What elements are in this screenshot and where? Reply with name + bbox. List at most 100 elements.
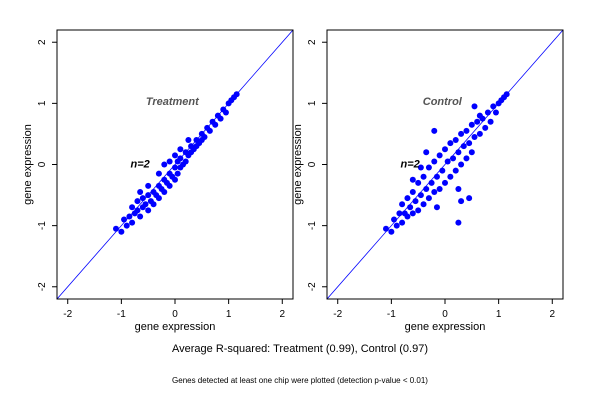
data-point — [476, 130, 483, 137]
data-point — [409, 189, 416, 196]
x-tick-label: 2 — [549, 309, 555, 320]
panel-label: Treatment — [146, 96, 200, 108]
data-point — [113, 225, 119, 232]
data-point — [233, 91, 240, 98]
x-tick-label: 2 — [279, 309, 285, 320]
data-point — [139, 195, 146, 202]
data-point — [468, 121, 475, 128]
data-point — [463, 127, 470, 134]
data-point — [450, 155, 457, 162]
data-point — [487, 118, 494, 125]
data-point — [177, 146, 184, 153]
data-point — [222, 109, 229, 116]
data-point — [185, 137, 192, 144]
data-point — [471, 103, 478, 110]
data-point — [482, 124, 489, 131]
data-point — [155, 195, 162, 202]
caption-footnote: Genes detected at least one chip were pl… — [172, 376, 428, 385]
data-point — [458, 130, 465, 137]
x-tick-label: 0 — [172, 309, 178, 320]
data-point — [182, 158, 189, 165]
data-point — [474, 118, 481, 125]
data-point — [455, 149, 462, 156]
y-tick-label: -2 — [307, 282, 318, 291]
data-point — [423, 185, 430, 192]
panel-label: Control — [423, 96, 463, 108]
data-point — [458, 161, 465, 168]
data-point — [121, 216, 128, 223]
data-point — [166, 182, 173, 189]
data-point — [172, 152, 178, 159]
data-point — [123, 222, 130, 229]
data-point — [174, 170, 181, 177]
data-point — [129, 204, 136, 211]
data-point — [444, 158, 451, 165]
data-point — [433, 204, 440, 211]
data-point — [172, 164, 178, 171]
data-point — [118, 228, 125, 235]
data-point — [455, 185, 462, 192]
data-point — [452, 167, 459, 174]
data-point — [458, 198, 465, 205]
data-point — [172, 176, 178, 183]
data-point — [409, 210, 416, 217]
data-point — [420, 201, 427, 208]
data-point — [490, 103, 497, 110]
data-point — [155, 170, 162, 177]
data-point — [442, 146, 448, 153]
x-tick-label: -1 — [387, 309, 396, 320]
data-point — [423, 149, 430, 156]
data-point — [447, 173, 454, 180]
data-point — [431, 189, 438, 196]
data-point — [383, 225, 389, 232]
chart-panel-2: -2 -1 0 1 2 -2 -1 0 1 2 gene expression gene expres… — [292, 29, 564, 333]
data-point — [420, 173, 427, 180]
data-point — [161, 161, 168, 168]
sample-size-annotation: n=2 — [131, 159, 150, 171]
reference-line — [327, 30, 563, 299]
points-group — [383, 91, 510, 235]
data-point — [142, 201, 149, 208]
y-tick-label: 0 — [37, 161, 48, 167]
data-point — [145, 182, 152, 189]
data-point — [206, 127, 213, 134]
data-point — [388, 228, 395, 235]
data-point — [404, 213, 411, 220]
data-point — [396, 210, 403, 217]
data-point — [145, 192, 152, 199]
y-tick-label: 1 — [37, 100, 48, 106]
data-point — [217, 115, 224, 122]
data-point — [177, 155, 184, 162]
chart-panel-1: -2 -1 0 1 2 -2 -1 0 1 2 gene expression gene expres… — [22, 29, 294, 333]
data-point — [201, 133, 208, 140]
data-point — [412, 198, 419, 205]
y-axis-label: gene expression — [292, 124, 304, 205]
data-point — [468, 149, 475, 156]
data-point — [126, 213, 133, 220]
data-point — [391, 216, 398, 223]
y-tick-label: -1 — [37, 221, 48, 230]
data-point — [415, 179, 422, 186]
data-point — [409, 176, 416, 183]
data-point — [166, 158, 173, 165]
data-point — [129, 219, 136, 226]
sample-size-annotation: n=2 — [401, 159, 420, 171]
data-point — [471, 133, 478, 140]
data-point — [503, 91, 510, 98]
data-point — [447, 140, 454, 147]
data-point — [466, 195, 473, 202]
x-tick-label: 1 — [226, 309, 232, 320]
points-group — [113, 91, 240, 235]
x-tick-label: -1 — [117, 309, 126, 320]
y-tick-label: 1 — [307, 100, 318, 106]
data-point — [150, 201, 157, 208]
x-tick-label: 0 — [442, 309, 448, 320]
data-point — [417, 164, 424, 171]
x-axis-label: gene expression — [405, 321, 486, 333]
y-tick-label: -2 — [37, 282, 48, 291]
data-point — [137, 213, 144, 220]
y-tick-label: 0 — [307, 161, 318, 167]
data-point — [460, 143, 467, 150]
x-tick-label: -2 — [63, 309, 72, 320]
data-point — [399, 219, 406, 226]
